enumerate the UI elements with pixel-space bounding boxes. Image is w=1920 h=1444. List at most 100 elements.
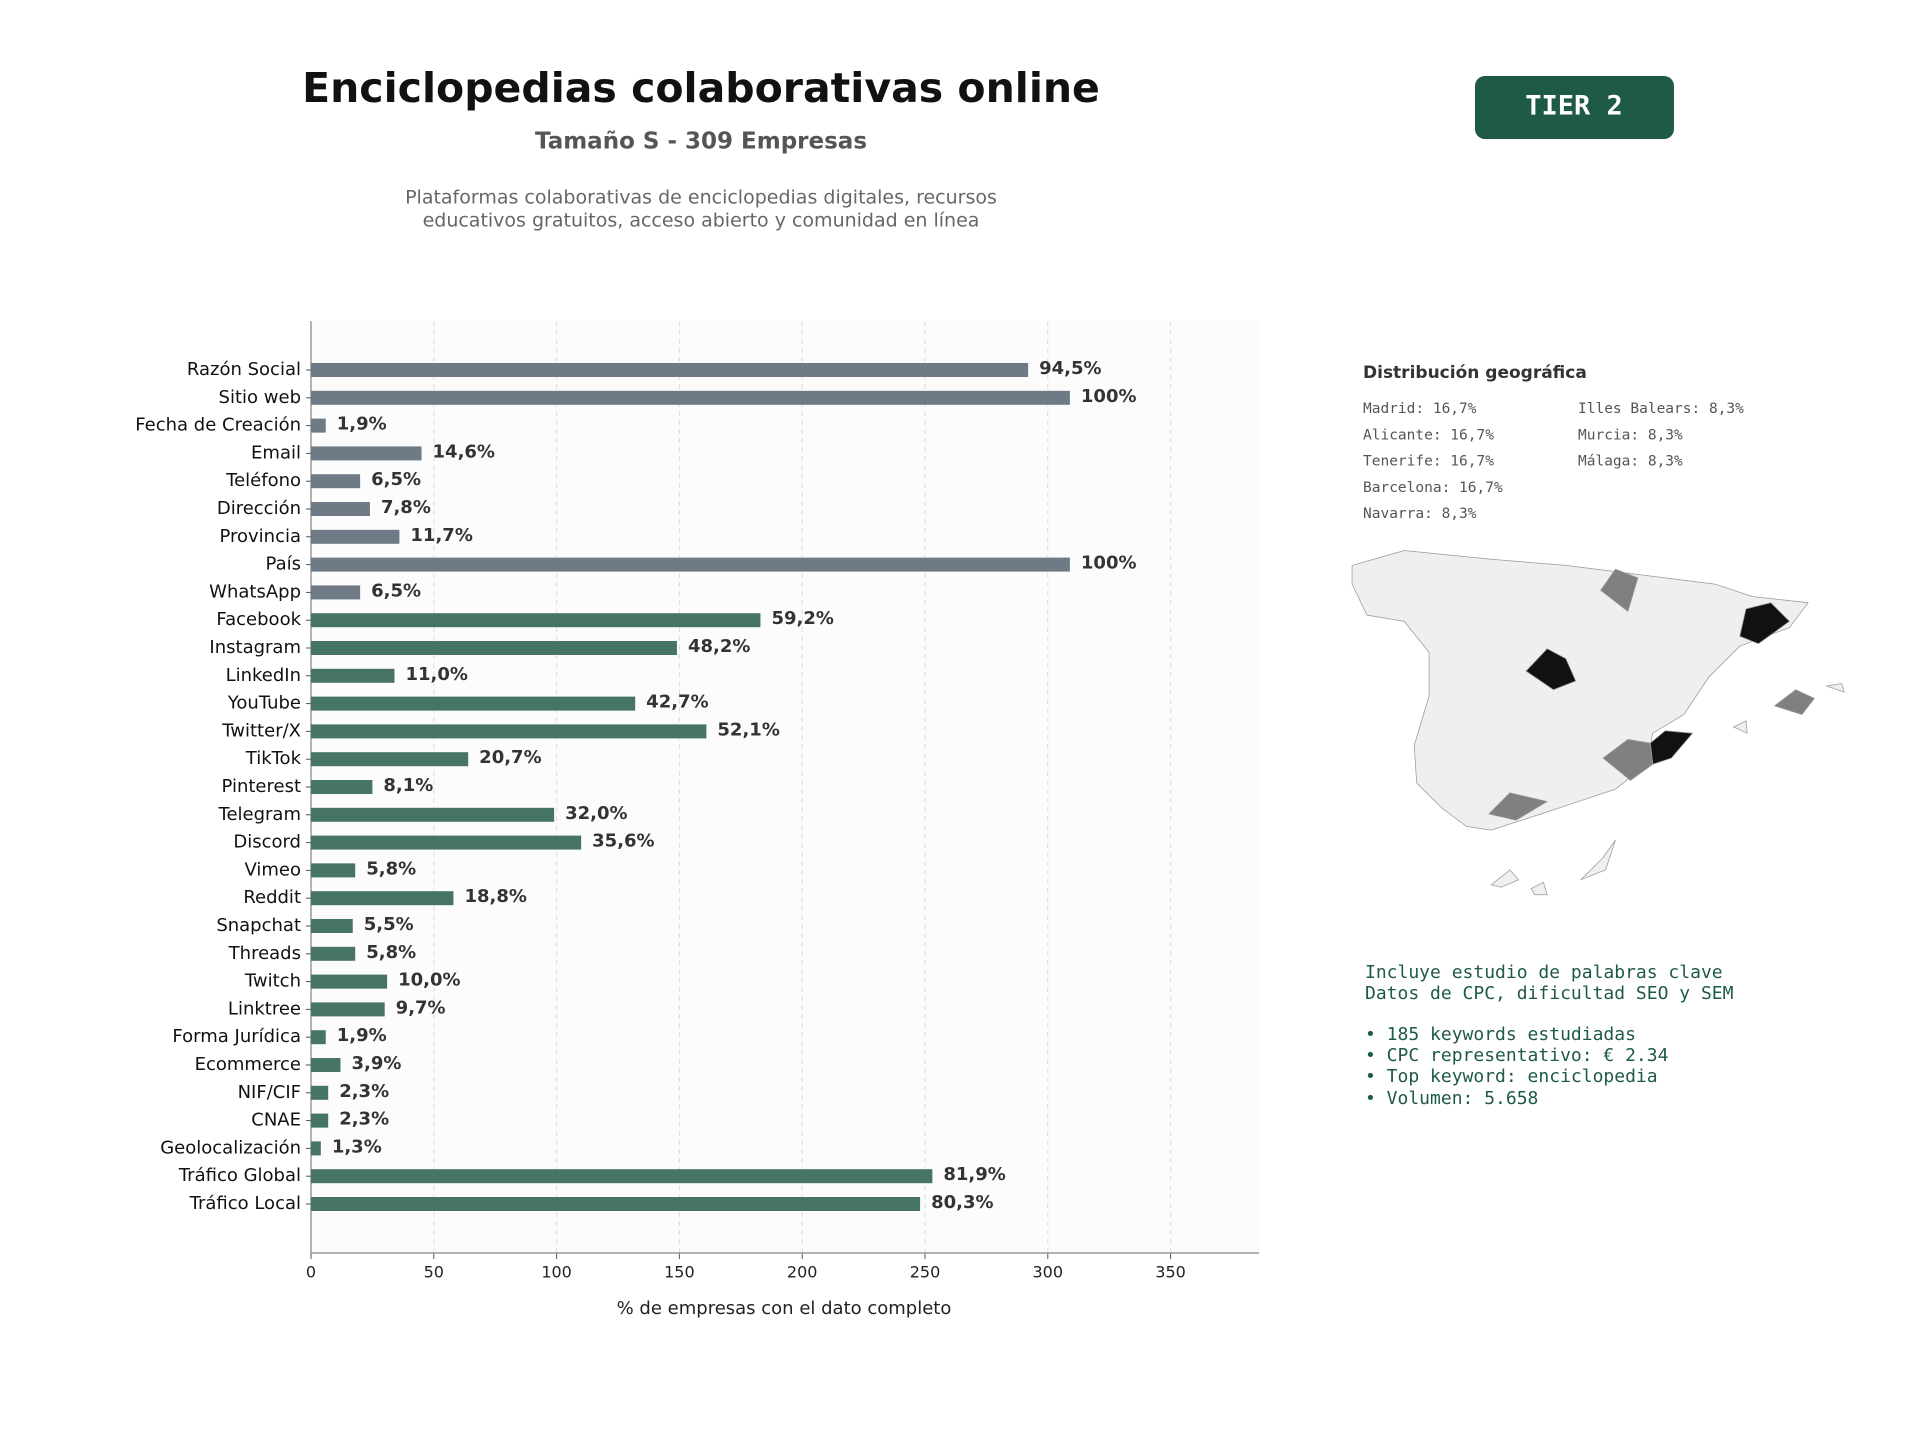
bar xyxy=(311,474,361,489)
map-region xyxy=(1525,648,1577,691)
y-tick-label: Dirección xyxy=(217,498,301,519)
geo-item: Navarra: 8,3% xyxy=(1363,506,1477,522)
value-label: 94,5% xyxy=(1039,358,1101,379)
x-axis-label: % de empresas con el dato completo xyxy=(617,1298,952,1319)
geo-item: Alicante: 16,7% xyxy=(1363,427,1494,443)
value-label: 32,0% xyxy=(565,803,627,824)
y-tick-label: Provincia xyxy=(219,526,301,547)
bar xyxy=(311,390,1070,405)
value-label: 11,0% xyxy=(406,664,468,685)
value-label: 59,2% xyxy=(771,608,833,629)
value-label: 42,7% xyxy=(646,692,708,713)
y-tick-label: Discord xyxy=(233,832,301,853)
geo-item: Tenerife: 16,7% xyxy=(1363,454,1494,470)
keyword-line: • Top keyword: enciclopedia xyxy=(1365,1066,1658,1087)
map-region xyxy=(1488,792,1549,821)
y-tick-label: Forma Jurídica xyxy=(172,1026,301,1047)
keyword-line: • 185 keywords estudiadas xyxy=(1365,1024,1636,1045)
badge-bg xyxy=(1475,76,1674,139)
value-label: 9,7% xyxy=(396,997,446,1018)
y-tick-label: Facebook xyxy=(216,609,301,630)
map-region xyxy=(1580,839,1616,881)
y-tick-label: Ecommerce xyxy=(195,1054,301,1075)
bar xyxy=(311,446,422,461)
value-label: 2,3% xyxy=(339,1109,389,1130)
value-label: 1,9% xyxy=(337,414,387,435)
geo-item: Illes Balears: 8,3% xyxy=(1578,401,1744,417)
bar xyxy=(311,363,1029,377)
y-tick-label: Instagram xyxy=(209,637,301,658)
map-country xyxy=(1351,550,1809,831)
y-tick-label: WhatsApp xyxy=(209,581,301,602)
bar xyxy=(311,502,370,516)
value-label: 80,3% xyxy=(931,1192,993,1213)
x-tick-label: 200 xyxy=(787,1263,818,1282)
value-label: 6,5% xyxy=(371,469,421,490)
bar xyxy=(311,529,400,544)
keyword-line: • Volumen: 5.658 xyxy=(1365,1088,1538,1109)
bar xyxy=(311,1113,329,1128)
geo-title: Distribución geográfica xyxy=(1363,363,1587,383)
plot-area xyxy=(311,321,1259,1253)
value-label: 5,8% xyxy=(366,942,416,963)
x-tick-label: 350 xyxy=(1155,1263,1186,1282)
value-label: 81,9% xyxy=(943,1164,1005,1185)
value-label: 18,8% xyxy=(464,886,526,907)
y-tick-label: Email xyxy=(251,442,301,463)
y-tick-label: Tráfico Global xyxy=(178,1165,301,1186)
bar xyxy=(311,418,326,433)
y-tick-label: TikTok xyxy=(245,748,302,769)
bar xyxy=(311,1002,385,1017)
map-region xyxy=(1530,881,1548,896)
bar xyxy=(311,807,555,822)
y-tick-label: Snapchat xyxy=(216,915,301,936)
bar xyxy=(311,641,677,655)
x-tick-label: 150 xyxy=(664,1263,695,1282)
geo-item: Murcia: 8,3% xyxy=(1578,427,1683,443)
keyword-line: Datos de CPC, dificultad SEO y SEM xyxy=(1365,983,1734,1004)
value-label: 2,3% xyxy=(339,1081,389,1102)
y-tick-label: Linktree xyxy=(228,998,301,1019)
map-region xyxy=(1773,689,1815,715)
y-tick-label: Telegram xyxy=(218,804,301,825)
chart-subtitle: Tamaño S - 309 Empresas xyxy=(535,129,867,155)
bar xyxy=(311,557,1070,572)
bar xyxy=(311,835,582,850)
map-region xyxy=(1602,739,1654,781)
map-region xyxy=(1600,568,1639,613)
value-label: 8,1% xyxy=(383,775,433,796)
value-label: 100% xyxy=(1081,553,1137,574)
y-tick-label: YouTube xyxy=(227,693,301,714)
value-label: 14,6% xyxy=(433,441,495,462)
bar xyxy=(311,974,388,989)
y-tick-label: Threads xyxy=(228,943,301,964)
bar xyxy=(311,696,636,711)
map-region xyxy=(1825,683,1845,693)
bar xyxy=(311,752,469,767)
map-region xyxy=(1649,730,1694,765)
y-tick-label: Razón Social xyxy=(187,359,301,380)
x-tick-label: 0 xyxy=(306,1263,316,1282)
y-tick-label: NIF/CIF xyxy=(238,1082,301,1103)
value-label: 1,9% xyxy=(337,1025,387,1046)
value-label: 11,7% xyxy=(410,525,472,546)
value-label: 48,2% xyxy=(688,636,750,657)
value-label: 1,3% xyxy=(332,1136,382,1157)
value-label: 7,8% xyxy=(381,497,431,518)
geo-item: Barcelona: 16,7% xyxy=(1363,480,1503,496)
bar xyxy=(311,1197,921,1211)
bar xyxy=(311,946,356,961)
value-label: 35,6% xyxy=(592,831,654,852)
y-tick-label: Twitter/X xyxy=(221,720,301,741)
bar xyxy=(311,1169,933,1184)
y-tick-label: LinkedIn xyxy=(226,665,301,686)
x-tick-label: 100 xyxy=(541,1263,572,1282)
bar xyxy=(311,780,373,794)
badge: TIER 2 xyxy=(1525,91,1623,122)
value-label: 5,8% xyxy=(366,858,416,879)
y-tick-label: Fecha de Creación xyxy=(135,415,301,436)
bar xyxy=(311,1030,326,1045)
bar xyxy=(311,668,395,683)
